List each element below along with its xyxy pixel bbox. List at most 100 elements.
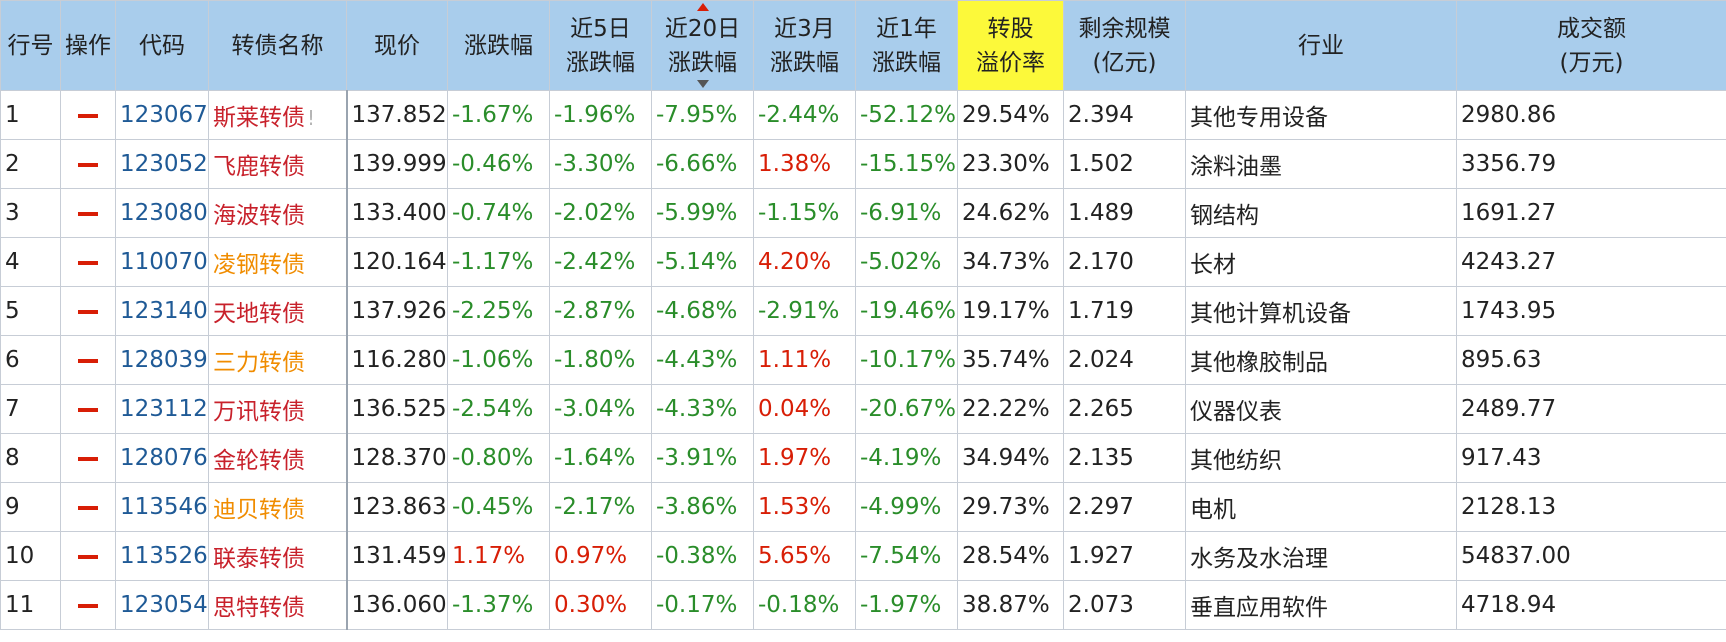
minus-icon[interactable] [78,603,98,608]
bond-code-link[interactable]: 123054 [115,580,209,630]
table-row[interactable]: 11 123054 思特转债 136.060 -1.37% 0.30% -0.17% -0.1… [0,580,1726,630]
remove-button[interactable] [60,384,116,434]
col-header-amount[interactable]: 成交额 (万元) [1456,0,1726,91]
change-5d-cell: 0.30% [549,580,652,630]
bond-name-cell[interactable]: 三力转债 [208,335,347,385]
remove-button[interactable] [60,90,116,140]
minus-icon[interactable] [78,113,98,118]
change-20d-cell: -4.68% [651,286,754,336]
table-row[interactable]: 7 123112 万讯转债 136.525 -2.54% -3.04% -4.33% 0.04… [0,384,1726,434]
remove-button[interactable] [60,335,116,385]
change-cell: -2.54% [447,384,550,434]
premium-cell: 34.73% [957,237,1064,287]
bond-code-link[interactable]: 128076 [115,433,209,483]
col-header-change-20d[interactable]: 近20日 涨跌幅 [651,0,754,91]
col-header-price[interactable]: 现价 [346,0,448,91]
bond-name-link[interactable]: 海波转债 [213,203,305,229]
bond-code-link[interactable]: 113526 [115,531,209,581]
bond-name-link[interactable]: 金轮转债 [213,448,305,474]
col-header-change-3m[interactable]: 近3月 涨跌幅 [753,0,856,91]
table-row[interactable]: 9 113546 迪贝转债 123.863 -0.45% -2.17% -3.86% 1.53… [0,482,1726,532]
col-header-row-no[interactable]: 行号 [0,0,61,91]
minus-icon[interactable] [78,260,98,265]
remove-button[interactable] [60,531,116,581]
minus-icon[interactable] [78,505,98,510]
bond-code-link[interactable]: 123112 [115,384,209,434]
change-1y-cell: -15.15% [855,139,958,189]
col-header-remaining[interactable]: 剩余规模 (亿元) [1063,0,1186,91]
change-20d-cell: -5.14% [651,237,754,287]
remove-button[interactable] [60,188,116,238]
remaining-cell: 2.024 [1063,335,1186,385]
bond-name-cell[interactable]: 金轮转债 [208,433,347,483]
bond-code-link[interactable]: 123052 [115,139,209,189]
bond-name-cell[interactable]: 万讯转债 [208,384,347,434]
bond-name-link[interactable]: 三力转债 [213,350,305,376]
col-header-bond-name[interactable]: 转债名称 [208,0,347,91]
remove-button[interactable] [60,139,116,189]
col-header-industry[interactable]: 行业 [1185,0,1457,91]
table-row[interactable]: 8 128076 金轮转债 128.370 -0.80% -1.64% -3.91% 1.97… [0,433,1726,483]
minus-icon[interactable] [78,211,98,216]
bond-name-cell[interactable]: 天地转债 [208,286,347,336]
header-line: 代码 [139,32,185,59]
bond-name-cell[interactable]: 联泰转债 [208,531,347,581]
col-header-premium[interactable]: 转股 溢价率 [957,0,1064,91]
header-line: 涨跌幅 [770,49,839,76]
bond-code-link[interactable]: 123080 [115,188,209,238]
change-1y-cell: -19.46% [855,286,958,336]
table-row[interactable]: 6 128039 三力转债 116.280 -1.06% -1.80% -4.43% 1.11… [0,335,1726,385]
header-line: 涨跌幅 [668,49,737,76]
bond-name-link[interactable]: 凌钢转债 [213,252,305,278]
bond-name-link[interactable]: 斯莱转债 [213,105,305,131]
bond-name-cell[interactable]: 凌钢转债 [208,237,347,287]
minus-icon[interactable] [78,456,98,461]
bond-name-link[interactable]: 联泰转债 [213,546,305,572]
remove-button[interactable] [60,237,116,287]
bond-code-link[interactable]: 123067 [115,90,209,140]
bond-name-cell[interactable]: 海波转债 [208,188,347,238]
sort-desc-icon[interactable] [696,80,709,88]
sort-asc-icon[interactable] [696,3,709,11]
remove-button[interactable] [60,580,116,630]
table-row[interactable]: 4 110070 凌钢转债 120.164 -1.17% -2.42% -5.14% 4.20… [0,237,1726,287]
change-1y-cell: -10.17% [855,335,958,385]
bond-name-cell[interactable]: 思特转债 [208,580,347,630]
bond-code-link[interactable]: 123140 [115,286,209,336]
col-header-code[interactable]: 代码 [115,0,209,91]
industry-cell: 其他橡胶制品 [1185,335,1457,385]
header-line: 成交额 [1557,15,1626,42]
change-20d-cell: -3.91% [651,433,754,483]
minus-icon[interactable] [78,162,98,167]
bond-name-link[interactable]: 迪贝转债 [213,497,305,523]
remove-button[interactable] [60,433,116,483]
bond-code-link[interactable]: 128039 [115,335,209,385]
bond-name-cell[interactable]: 飞鹿转债 [208,139,347,189]
bond-name-link[interactable]: 飞鹿转债 [213,154,305,180]
warning-badge[interactable]: ! [307,106,316,130]
remove-button[interactable] [60,482,116,532]
bond-name-cell[interactable]: 斯莱转债! [208,90,347,140]
table-row[interactable]: 3 123080 海波转债 133.400 -0.74% -2.02% -5.99% -1.1… [0,188,1726,238]
change-20d-cell: -4.33% [651,384,754,434]
bond-code-link[interactable]: 110070 [115,237,209,287]
remove-button[interactable] [60,286,116,336]
col-header-change-5d[interactable]: 近5日 涨跌幅 [549,0,652,91]
bond-name-link[interactable]: 万讯转债 [213,399,305,425]
bond-name-link[interactable]: 天地转债 [213,301,305,327]
table-row[interactable]: 1 123067 斯莱转债! 137.852 -1.67% -1.96% -7.95% -2.… [0,90,1726,140]
minus-icon[interactable] [78,554,98,559]
table-row[interactable]: 2 123052 飞鹿转债 139.999 -0.46% -3.30% -6.66% 1.38… [0,139,1726,189]
minus-icon[interactable] [78,407,98,412]
col-header-change[interactable]: 涨跌幅 [447,0,550,91]
bond-name-link[interactable]: 思特转债 [213,595,305,621]
change-20d-cell: -6.66% [651,139,754,189]
table-row[interactable]: 5 123140 天地转债 137.926 -2.25% -2.87% -4.68% -2.9… [0,286,1726,336]
table-row[interactable]: 10 113526 联泰转债 131.459 1.17% 0.97% -0.38% 5.65%… [0,531,1726,581]
change-3m-cell: 5.65% [753,531,856,581]
bond-code-link[interactable]: 113546 [115,482,209,532]
minus-icon[interactable] [78,358,98,363]
minus-icon[interactable] [78,309,98,314]
col-header-change-1y[interactable]: 近1年 涨跌幅 [855,0,958,91]
bond-name-cell[interactable]: 迪贝转债 [208,482,347,532]
